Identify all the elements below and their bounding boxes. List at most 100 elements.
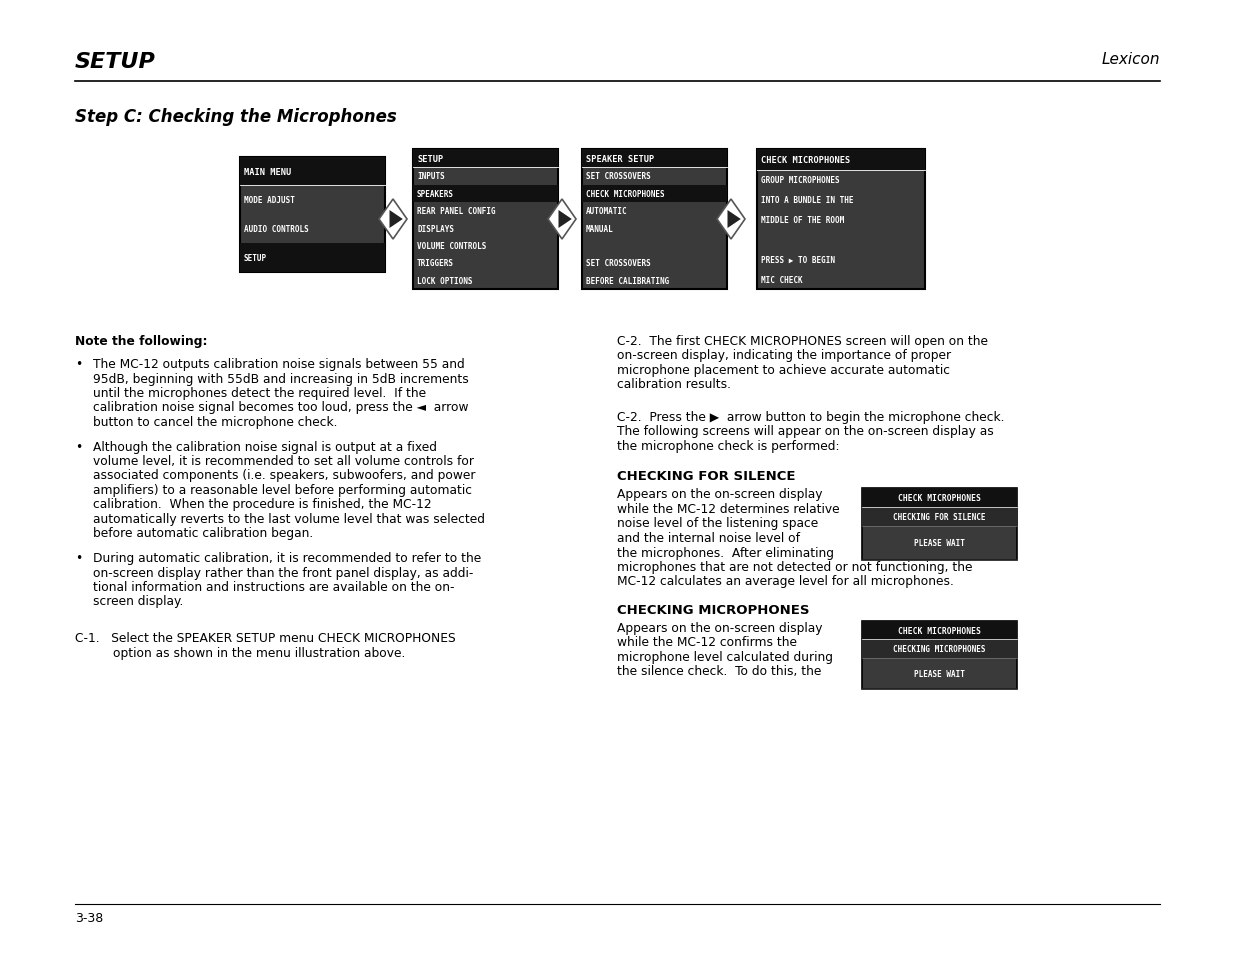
Text: on-screen display rather than the front panel display, as addi-: on-screen display rather than the front … [93, 566, 473, 578]
Text: VOLUME CONTROLS: VOLUME CONTROLS [417, 242, 487, 251]
Text: C-1.   Select the SPEAKER SETUP menu CHECK MICROPHONES: C-1. Select the SPEAKER SETUP menu CHECK… [75, 631, 456, 644]
Text: SETUP: SETUP [75, 52, 156, 71]
Text: amplifiers) to a reasonable level before performing automatic: amplifiers) to a reasonable level before… [93, 483, 472, 497]
Text: SET CROSSOVERS: SET CROSSOVERS [585, 172, 651, 181]
Text: CHECKING FOR SILENCE: CHECKING FOR SILENCE [893, 513, 986, 521]
Text: DISPLAYS: DISPLAYS [417, 224, 454, 233]
Bar [757, 150, 925, 171]
Text: before automatic calibration began.: before automatic calibration began. [93, 527, 314, 540]
Text: AUDIO CONTROLS: AUDIO CONTROLS [245, 225, 309, 233]
Text: The MC-12 outputs calibration noise signals between 55 and: The MC-12 outputs calibration noise sign… [93, 357, 464, 371]
Text: calibration.  When the procedure is finished, the MC-12: calibration. When the procedure is finis… [93, 498, 431, 511]
Polygon shape [558, 211, 572, 229]
Text: until the microphones detect the required level.  If the: until the microphones detect the require… [93, 387, 426, 399]
Text: the microphones.  After eliminating: the microphones. After eliminating [618, 546, 834, 558]
Text: •: • [75, 552, 83, 564]
Polygon shape [718, 200, 745, 240]
Text: Note the following:: Note the following: [75, 335, 207, 348]
Text: PLEASE WAIT: PLEASE WAIT [914, 538, 965, 548]
Polygon shape [379, 200, 408, 240]
Text: MANUAL: MANUAL [585, 224, 614, 233]
Bar [862, 507, 1016, 527]
Bar [862, 621, 1016, 689]
Bar [412, 150, 558, 168]
Text: During automatic calibration, it is recommended to refer to the: During automatic calibration, it is reco… [93, 552, 482, 564]
Bar [862, 639, 1016, 658]
Text: the microphone check is performed:: the microphone check is performed: [618, 439, 840, 453]
Text: C-2.  Press the ▶  arrow button to begin the microphone check.: C-2. Press the ▶ arrow button to begin t… [618, 411, 1004, 423]
Text: noise level of the listening space: noise level of the listening space [618, 517, 819, 530]
Text: PRESS ▶ TO BEGIN: PRESS ▶ TO BEGIN [761, 255, 835, 264]
Bar [582, 150, 727, 290]
Text: BEFORE CALIBRATING: BEFORE CALIBRATING [585, 276, 669, 286]
Text: Although the calibration noise signal is output at a fixed: Although the calibration noise signal is… [93, 440, 437, 453]
Text: AUTOMATIC: AUTOMATIC [585, 207, 627, 216]
Text: CHECKING MICROPHONES: CHECKING MICROPHONES [618, 603, 809, 617]
Text: SETUP: SETUP [245, 253, 267, 263]
Text: INTO A BUNDLE IN THE: INTO A BUNDLE IN THE [761, 195, 853, 205]
Text: INPUTS: INPUTS [417, 172, 445, 181]
Polygon shape [548, 200, 576, 240]
Bar [412, 185, 558, 203]
Text: MC-12 calculates an average level for all microphones.: MC-12 calculates an average level for al… [618, 575, 953, 588]
Text: GROUP MICROPHONES: GROUP MICROPHONES [761, 175, 840, 185]
Text: CHECKING FOR SILENCE: CHECKING FOR SILENCE [618, 470, 795, 483]
Text: and the internal noise level of: and the internal noise level of [618, 532, 800, 544]
Text: SPEAKER SETUP: SPEAKER SETUP [585, 154, 655, 163]
Bar [862, 488, 1016, 560]
Text: MAIN MENU: MAIN MENU [245, 168, 291, 176]
Text: CHECKING MICROPHONES: CHECKING MICROPHONES [893, 644, 986, 654]
Text: TRIGGERS: TRIGGERS [417, 259, 454, 268]
Text: 95dB, beginning with 55dB and increasing in 5dB increments: 95dB, beginning with 55dB and increasing… [93, 372, 469, 385]
Text: Lexicon: Lexicon [1102, 52, 1160, 67]
Text: Step C: Checking the Microphones: Step C: Checking the Microphones [75, 108, 396, 126]
Text: CHECK MICROPHONES: CHECK MICROPHONES [898, 626, 981, 635]
Text: SPEAKERS: SPEAKERS [417, 190, 454, 198]
Text: option as shown in the menu illustration above.: option as shown in the menu illustration… [112, 646, 405, 659]
Text: Appears on the on-screen display: Appears on the on-screen display [618, 621, 823, 635]
Bar [862, 488, 1016, 507]
Text: CHECK MICROPHONES: CHECK MICROPHONES [761, 155, 850, 165]
Text: calibration results.: calibration results. [618, 378, 731, 391]
Text: microphones that are not detected or not functioning, the: microphones that are not detected or not… [618, 560, 972, 574]
Text: screen display.: screen display. [93, 595, 183, 608]
Text: on-screen display, indicating the importance of proper: on-screen display, indicating the import… [618, 349, 951, 362]
Text: MIC CHECK: MIC CHECK [761, 275, 803, 284]
Text: MODE ADJUST: MODE ADJUST [245, 196, 295, 205]
Text: the silence check.  To do this, the: the silence check. To do this, the [618, 665, 821, 678]
Bar [412, 150, 558, 290]
Bar [240, 244, 385, 273]
Text: The following screens will appear on the on-screen display as: The following screens will appear on the… [618, 425, 994, 438]
Bar [757, 150, 925, 290]
Text: CHECK MICROPHONES: CHECK MICROPHONES [585, 190, 664, 198]
Text: associated components (i.e. speakers, subwoofers, and power: associated components (i.e. speakers, su… [93, 469, 475, 482]
Text: REAR PANEL CONFIG: REAR PANEL CONFIG [417, 207, 495, 216]
Bar [862, 621, 1016, 639]
Bar [240, 158, 385, 186]
Text: microphone placement to achieve accurate automatic: microphone placement to achieve accurate… [618, 364, 950, 376]
Text: PLEASE WAIT: PLEASE WAIT [914, 669, 965, 679]
Text: Appears on the on-screen display: Appears on the on-screen display [618, 488, 823, 501]
Text: •: • [75, 440, 83, 453]
Text: while the MC-12 confirms the: while the MC-12 confirms the [618, 636, 797, 649]
Text: automatically reverts to the last volume level that was selected: automatically reverts to the last volume… [93, 513, 485, 525]
Text: tional information and instructions are available on the on-: tional information and instructions are … [93, 580, 454, 594]
Bar [582, 150, 727, 168]
Text: SET CROSSOVERS: SET CROSSOVERS [585, 259, 651, 268]
Text: microphone level calculated during: microphone level calculated during [618, 650, 832, 663]
Text: button to cancel the microphone check.: button to cancel the microphone check. [93, 416, 337, 429]
Text: SETUP: SETUP [417, 154, 443, 163]
Polygon shape [389, 211, 403, 229]
Text: volume level, it is recommended to set all volume controls for: volume level, it is recommended to set a… [93, 455, 474, 468]
Bar [240, 158, 385, 273]
Text: calibration noise signal becomes too loud, press the ◄  arrow: calibration noise signal becomes too lou… [93, 401, 468, 414]
Text: while the MC-12 determines relative: while the MC-12 determines relative [618, 502, 840, 516]
Text: 3-38: 3-38 [75, 911, 104, 924]
Text: •: • [75, 357, 83, 371]
Text: C-2.  The first CHECK MICROPHONES screen will open on the: C-2. The first CHECK MICROPHONES screen … [618, 335, 988, 348]
Bar [582, 185, 727, 203]
Text: MIDDLE OF THE ROOM: MIDDLE OF THE ROOM [761, 215, 845, 225]
Text: LOCK OPTIONS: LOCK OPTIONS [417, 276, 473, 286]
Text: CHECK MICROPHONES: CHECK MICROPHONES [898, 494, 981, 502]
Polygon shape [727, 211, 741, 229]
